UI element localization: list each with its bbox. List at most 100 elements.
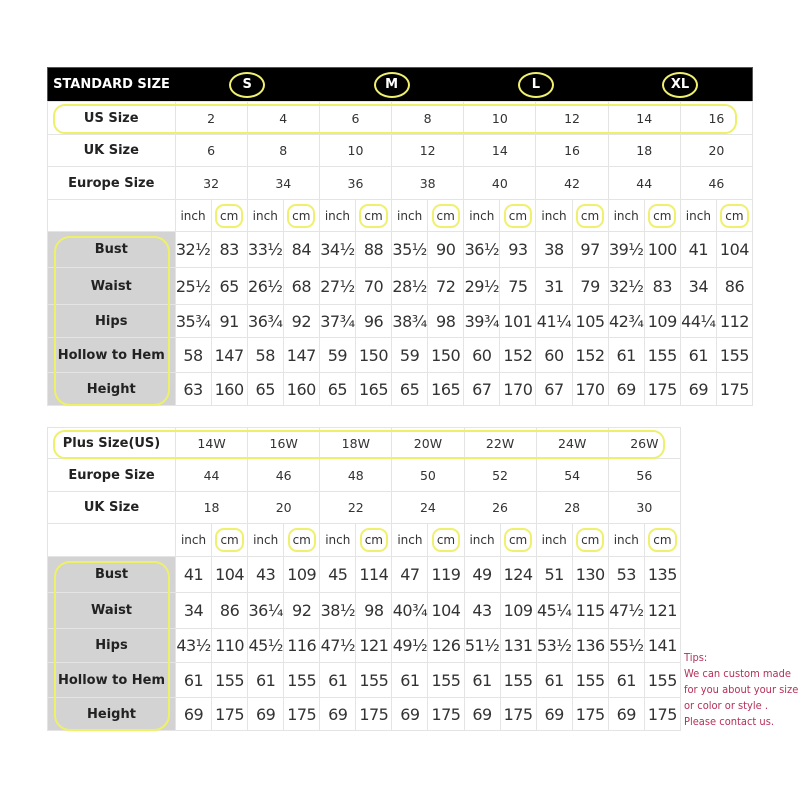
unit-inch: inch bbox=[318, 199, 356, 232]
cm-value: 98 bbox=[427, 304, 465, 338]
cm-value: 155 bbox=[355, 662, 393, 698]
unit-cm-cell: cm bbox=[210, 199, 248, 232]
cm-value: 86 bbox=[715, 267, 754, 305]
inch-value: 41 bbox=[679, 231, 717, 268]
cm-value: 155 bbox=[643, 337, 681, 373]
measurement-label: Bust bbox=[47, 556, 176, 593]
cm-value: 150 bbox=[427, 337, 465, 373]
size-value: 2 bbox=[174, 101, 248, 135]
size-value: 6 bbox=[174, 134, 248, 167]
inch-value: 31 bbox=[535, 267, 573, 305]
unit-cm: cm bbox=[359, 528, 388, 552]
unit-cm: cm bbox=[575, 203, 605, 228]
unit-inch: inch bbox=[174, 199, 212, 232]
inch-value: 59 bbox=[318, 337, 356, 373]
unit-inch: inch bbox=[391, 199, 429, 232]
measurement-label: Hollow to Hem bbox=[47, 337, 176, 373]
cm-value: 155 bbox=[571, 662, 609, 698]
size-value: 14W bbox=[174, 427, 249, 459]
cm-value: 112 bbox=[715, 304, 754, 338]
cm-value: 175 bbox=[283, 697, 321, 731]
inch-value: 61 bbox=[391, 662, 429, 698]
inch-value: 47½ bbox=[607, 592, 645, 629]
cm-value: 115 bbox=[571, 592, 609, 629]
inch-value: 69 bbox=[535, 697, 573, 731]
row-label: Plus Size(US) bbox=[47, 427, 176, 459]
size-value: 6 bbox=[318, 101, 393, 135]
tips-line: We can custom made bbox=[684, 667, 791, 680]
size-group-label: XL bbox=[662, 71, 699, 98]
inch-value: 35¾ bbox=[174, 304, 212, 338]
unit-cm: cm bbox=[648, 203, 677, 228]
inch-value: 60 bbox=[463, 337, 501, 373]
cm-value: 104 bbox=[715, 231, 754, 268]
inch-value: 61 bbox=[463, 662, 501, 698]
tips-line: or color or style . bbox=[684, 699, 769, 712]
measurement-label: Hips bbox=[47, 304, 176, 338]
size-value: 34 bbox=[246, 166, 320, 200]
cm-value: 175 bbox=[211, 697, 249, 731]
unit-cm-cell: cm bbox=[282, 199, 320, 232]
size-value: 12 bbox=[391, 134, 465, 167]
inch-value: 43 bbox=[463, 592, 501, 629]
cm-value: 155 bbox=[427, 662, 465, 698]
measurement-row: Hollow to Hem 61 155 61 155 61 155 61 155 61 155 61… bbox=[47, 662, 682, 698]
row-label: US Size bbox=[47, 101, 176, 135]
cm-value: 105 bbox=[571, 304, 609, 338]
row-label: Europe Size bbox=[47, 166, 176, 200]
measurement-row: Bust 32½ 83 33½ 84 34½ 88 35½ 90 36½ 93 38 97 39½ 100 4… bbox=[47, 231, 754, 268]
cm-value: 104 bbox=[427, 592, 465, 629]
inch-value: 27½ bbox=[318, 267, 356, 305]
inch-value: 41 bbox=[174, 556, 213, 593]
cm-value: 98 bbox=[355, 592, 393, 629]
size-value: 10 bbox=[463, 101, 537, 135]
cm-value: 135 bbox=[643, 556, 682, 593]
inch-value: 43 bbox=[247, 556, 285, 593]
inch-value: 32½ bbox=[174, 231, 212, 268]
unit-inch: inch bbox=[463, 523, 501, 557]
unit-cm-cell: cm bbox=[571, 199, 609, 232]
inch-value: 69 bbox=[319, 697, 357, 731]
inch-value: 45½ bbox=[247, 628, 285, 663]
unit-cm-cell: cm bbox=[355, 523, 393, 557]
size-value: 48 bbox=[319, 458, 393, 492]
cm-value: 110 bbox=[211, 628, 249, 663]
cm-value: 175 bbox=[643, 697, 682, 731]
inch-value: 36½ bbox=[463, 231, 501, 268]
unit-inch: inch bbox=[319, 523, 357, 557]
inch-value: 34 bbox=[679, 267, 717, 305]
unit-inch: inch bbox=[535, 523, 573, 557]
inch-value: 69 bbox=[391, 697, 429, 731]
inch-value: 38½ bbox=[319, 592, 357, 629]
unit-cm-cell: cm bbox=[643, 199, 681, 232]
size-value: 20W bbox=[391, 427, 465, 459]
row-label: Europe Size bbox=[47, 458, 176, 492]
size-value: 44 bbox=[174, 458, 249, 492]
size-value: 46 bbox=[679, 166, 754, 200]
inch-value: 55½ bbox=[607, 628, 645, 663]
cm-value: 97 bbox=[571, 231, 609, 268]
size-group-label: M bbox=[373, 71, 410, 98]
size-row: Europe Size 32 34 36 38 40 42 44 46 bbox=[47, 166, 754, 200]
size-value: 22 bbox=[319, 491, 393, 524]
size-row: Europe Size 44 46 48 50 52 54 56 bbox=[47, 458, 682, 492]
cm-value: 150 bbox=[354, 337, 393, 373]
size-value: 30 bbox=[607, 491, 682, 524]
inch-value: 61 bbox=[607, 662, 645, 698]
cm-value: 116 bbox=[283, 628, 321, 663]
inch-value: 39½ bbox=[607, 231, 645, 268]
cm-value: 131 bbox=[499, 628, 537, 663]
inch-value: 32½ bbox=[607, 267, 645, 305]
cm-value: 160 bbox=[282, 372, 320, 406]
size-group-header: M bbox=[319, 67, 464, 102]
inch-value: 53½ bbox=[535, 628, 573, 663]
cm-value: 136 bbox=[571, 628, 609, 663]
inch-value: 65 bbox=[318, 372, 356, 406]
row-label: UK Size bbox=[47, 134, 176, 167]
measurement-row: Hips 43½ 110 45½ 116 47½ 121 49½ 126 51½ 131 53½ 136… bbox=[47, 628, 682, 663]
unit-cm: cm bbox=[215, 528, 244, 552]
inch-value: 29½ bbox=[463, 267, 501, 305]
measurement-row: Waist 34 86 36¼ 92 38½ 98 40¾ 104 43 109 45¼ 115 47½ 1… bbox=[47, 592, 682, 629]
unit-inch: inch bbox=[679, 199, 717, 232]
table-title: STANDARD SIZE bbox=[47, 67, 175, 102]
